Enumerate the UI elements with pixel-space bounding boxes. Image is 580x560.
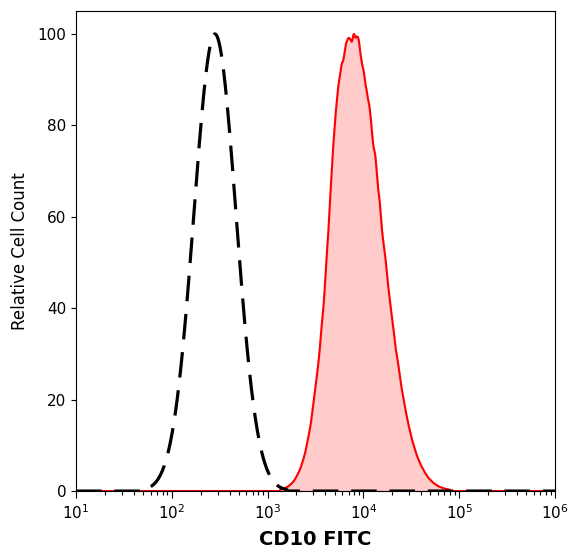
X-axis label: CD10 FITC: CD10 FITC [259,530,372,549]
Y-axis label: Relative Cell Count: Relative Cell Count [11,172,29,330]
